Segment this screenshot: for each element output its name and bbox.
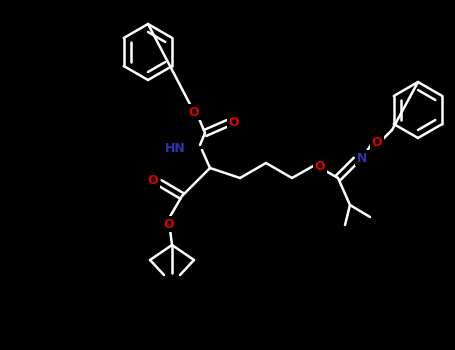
Text: O: O (164, 217, 174, 231)
Text: N: N (357, 152, 367, 164)
Text: O: O (315, 161, 325, 174)
Text: O: O (229, 117, 239, 130)
Text: O: O (372, 136, 382, 149)
Text: HN: HN (165, 141, 186, 154)
Text: O: O (148, 175, 158, 188)
Text: O: O (189, 105, 199, 119)
